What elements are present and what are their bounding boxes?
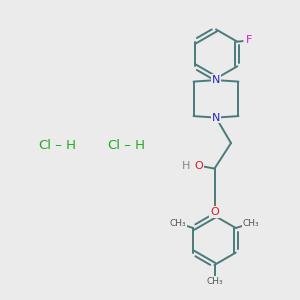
Text: F: F bbox=[245, 35, 252, 45]
Text: Cl: Cl bbox=[38, 139, 51, 152]
Text: CH₃: CH₃ bbox=[242, 219, 259, 228]
Text: N: N bbox=[212, 112, 220, 123]
Text: H: H bbox=[182, 160, 190, 171]
Text: O: O bbox=[194, 160, 203, 171]
Text: CH₃: CH₃ bbox=[206, 277, 223, 286]
Text: – H: – H bbox=[51, 139, 76, 152]
Text: Cl: Cl bbox=[107, 139, 120, 152]
Text: – H: – H bbox=[120, 139, 145, 152]
Text: N: N bbox=[212, 75, 220, 85]
Text: O: O bbox=[210, 207, 219, 217]
Text: CH₃: CH₃ bbox=[170, 219, 187, 228]
